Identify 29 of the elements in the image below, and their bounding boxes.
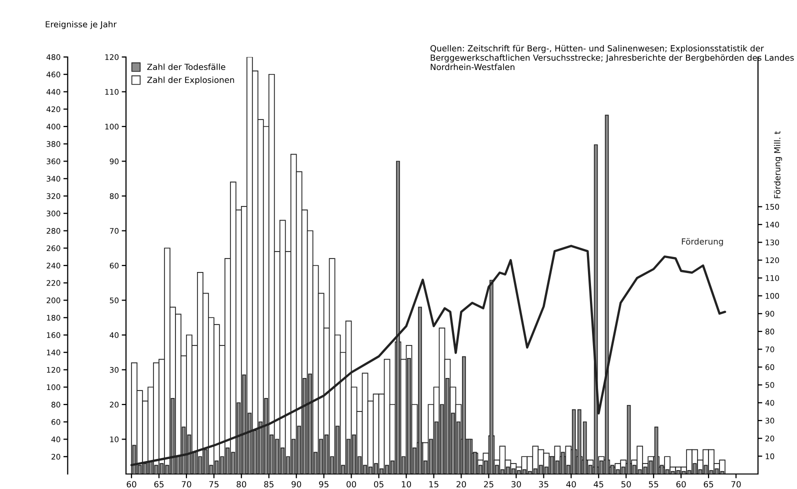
x-tick-label: 90 bbox=[292, 481, 302, 488]
x-tick-label: 80 bbox=[236, 481, 246, 488]
x-tick-label: 40 bbox=[566, 481, 576, 488]
x-tick-label: 70 bbox=[731, 481, 741, 488]
x-tick-label: 95 bbox=[319, 481, 328, 488]
x-tick-label: 05 bbox=[374, 481, 384, 488]
annotation: Quellen: Zeitschrift für Berg-, Hütten- und Salinenwesen; Explosionsstatistik der Berggewerkschaftlichen Versuchsstrecke; Jahresberichte der Bergbehörden des Landes Nordrhein-Westfalen bbox=[430, 45, 794, 70]
x-tick-label: 30 bbox=[512, 481, 521, 488]
chart-title: Ereignisse je Jahr bbox=[46, 20, 117, 30]
x-tick-label: 35 bbox=[539, 481, 548, 488]
y3-axis-title: Förderung Mill. t bbox=[774, 131, 782, 198]
x-tick-label: 45 bbox=[594, 481, 604, 488]
x-tick-label: 85 bbox=[264, 481, 274, 488]
x-tick-label: 75 bbox=[209, 481, 219, 488]
legend-label: Zahl der Todesfälle bbox=[147, 64, 226, 70]
x-tick-label: 60 bbox=[126, 481, 136, 488]
x-tick-label: 65 bbox=[154, 481, 164, 488]
x-tick-label: 15 bbox=[429, 481, 438, 488]
x-tick-label: 65 bbox=[704, 481, 714, 488]
series-label: Förderung bbox=[682, 238, 723, 246]
x-tick-label: 70 bbox=[182, 481, 192, 488]
x-tick-label: 50 bbox=[621, 481, 631, 488]
x-tick-label: 10 bbox=[402, 481, 412, 488]
x-tick-label: 20 bbox=[456, 481, 466, 488]
legend-label: Zahl der Explosionen bbox=[147, 76, 234, 85]
x-tick-label: 55 bbox=[648, 481, 658, 488]
x-tick-label: 60 bbox=[676, 481, 686, 488]
x-tick-label: 00 bbox=[346, 481, 356, 488]
x-tick-label: 25 bbox=[484, 481, 494, 488]
